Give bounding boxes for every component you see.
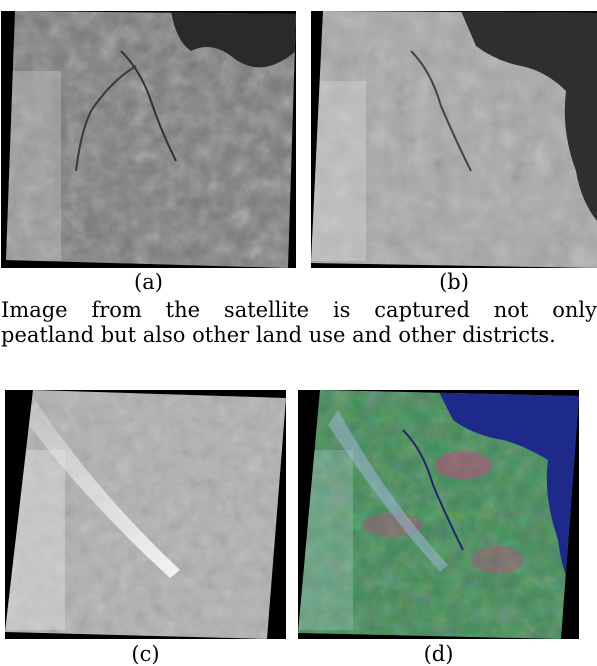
- caption-c: (c): [131, 642, 160, 666]
- caption-a: (a): [134, 270, 163, 294]
- paragraph-word: captured: [374, 298, 470, 322]
- caption-b: (b): [439, 270, 469, 294]
- satellite-image-a: [1, 11, 296, 268]
- paragraph-word: not: [493, 298, 529, 322]
- paragraph-word: the: [165, 298, 201, 322]
- body-paragraph: Image from the satellite is captured not…: [1, 298, 597, 348]
- paragraph-word: Image: [1, 298, 68, 322]
- paragraph-word: only: [552, 298, 597, 322]
- caption-d: (d): [423, 642, 454, 666]
- paragraph-word: from: [91, 298, 142, 322]
- satellite-image-d: [298, 390, 579, 639]
- paragraph-word: is: [332, 298, 351, 322]
- paragraph-line-2: peatland but also other land use and oth…: [1, 323, 556, 347]
- paragraph-word: satellite: [223, 298, 310, 322]
- satellite-image-c: [5, 390, 286, 639]
- paragraph-line-1: Image from the satellite is captured not…: [1, 298, 597, 323]
- satellite-image-b: [311, 11, 597, 268]
